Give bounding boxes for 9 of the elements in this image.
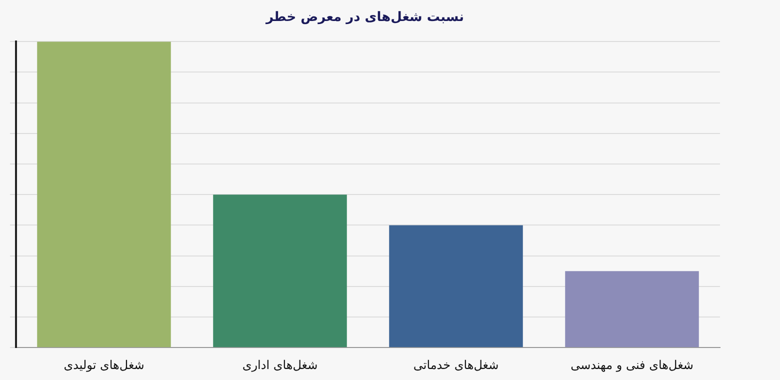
x-tick-label: شغل‌های تولیدی [64,358,144,372]
x-tick-label: شغل‌های فنی و مهندسی [570,358,694,372]
bar [37,42,171,348]
x-tick-label: شغل‌های خدماتی [413,358,499,372]
bar [213,194,347,348]
bar [389,225,523,348]
bar [565,271,699,348]
chart-title: نسبت شغل‌های در معرض خطر [264,10,464,26]
x-tick-label: شغل‌های اداری [242,358,318,372]
